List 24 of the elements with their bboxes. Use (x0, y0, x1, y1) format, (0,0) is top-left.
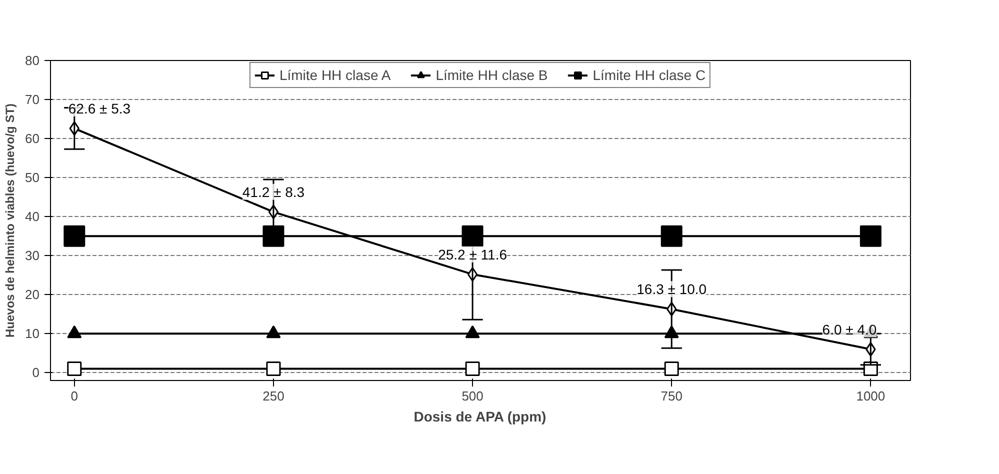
data-label: 62.6 ± 5.3 (68, 100, 131, 116)
data-label: 25.2 ± 11.6 (438, 246, 508, 262)
y-tick-label: 40 (25, 209, 40, 224)
legend-label: Límite HH clase C (592, 67, 706, 83)
y-tick-label: 60 (25, 131, 40, 146)
y-tick-label: 10 (25, 326, 40, 342)
x-tick-label: 750 (660, 388, 682, 404)
data-label: 41.2 ± 8.3 (242, 184, 305, 200)
y-tick-label: 0 (32, 365, 40, 380)
y-tick-label: 20 (25, 287, 40, 302)
legend-label: Límite HH clase A (279, 67, 391, 83)
y-tick-label: 80 (25, 53, 40, 68)
y-tick-label: 50 (25, 170, 40, 186)
x-tick-label: 250 (262, 388, 284, 404)
y-tick-label: 30 (25, 248, 40, 264)
x-tick-label: 1000 (856, 388, 886, 404)
x-tick-label: 0 (70, 388, 78, 404)
x-tick-label: 500 (462, 388, 484, 404)
y-axis-title: Huevos de helminto viables (huevo/g ST) (3, 103, 18, 338)
y-tick-label: 70 (25, 92, 40, 108)
data-label: 6.0 ± 4.0 (822, 321, 877, 338)
legend-label: Límite HH clase B (436, 67, 548, 83)
x-axis-title: Dosis de APA (ppm) (414, 408, 546, 424)
data-label: 16.3 ± 10.0 (636, 281, 707, 298)
